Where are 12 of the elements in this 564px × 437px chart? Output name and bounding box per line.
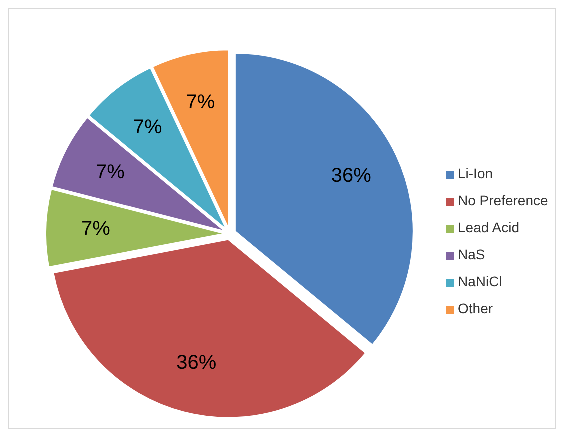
- legend-label: Other: [458, 300, 494, 317]
- data-label: 36%: [331, 165, 372, 188]
- data-label: 36%: [176, 352, 217, 374]
- legend-label: NaS: [458, 246, 486, 263]
- legend-label: No Preference: [458, 192, 548, 209]
- legend-label: Li-Ion: [458, 166, 494, 182]
- data-label: 7%: [96, 161, 126, 184]
- data-label: 7%: [81, 218, 111, 240]
- data-label: 7%: [186, 91, 216, 114]
- legend-label: Lead Acid: [458, 220, 520, 236]
- legend-label: NaNiCl: [458, 274, 502, 290]
- data-label: 7%: [133, 116, 162, 138]
